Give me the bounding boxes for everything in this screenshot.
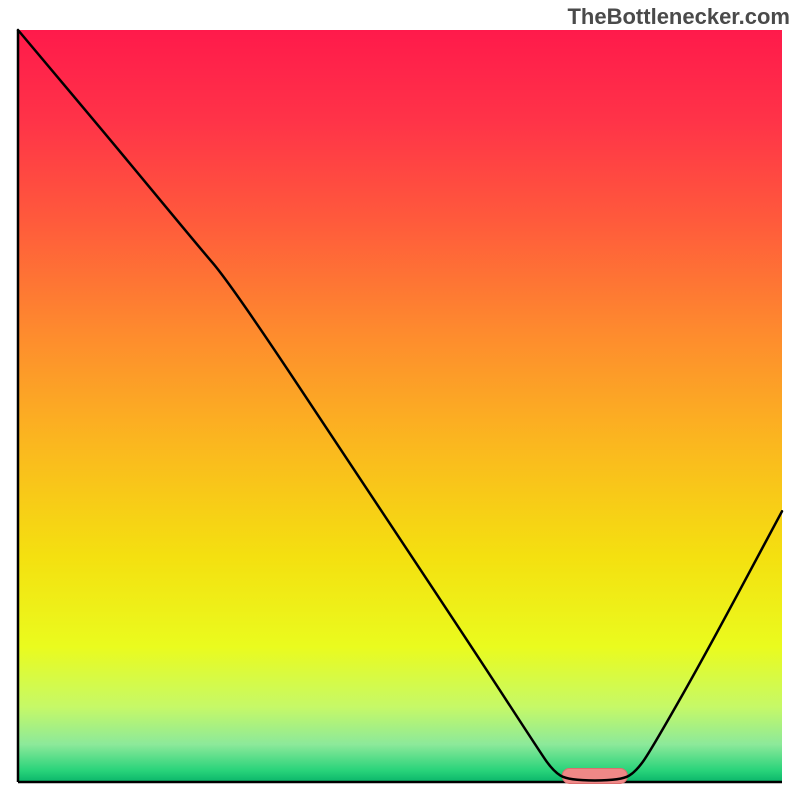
chart-svg bbox=[0, 0, 800, 800]
plot-background bbox=[18, 30, 782, 782]
bottleneck-chart: TheBottlenecker.com bbox=[0, 0, 800, 800]
watermark-text: TheBottlenecker.com bbox=[567, 4, 790, 30]
